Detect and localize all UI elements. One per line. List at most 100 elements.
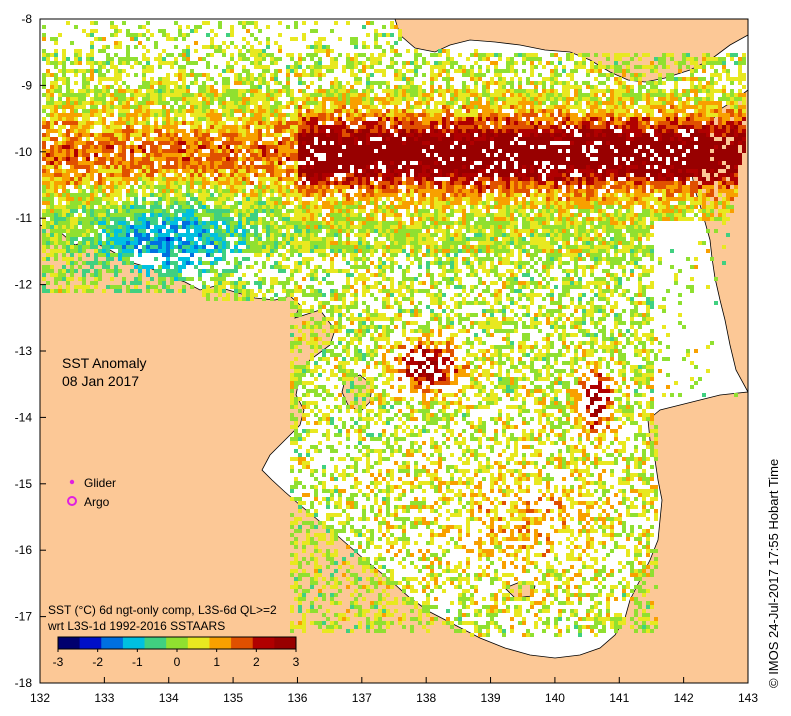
sst-pixel	[554, 137, 558, 141]
sst-pixel	[118, 165, 122, 169]
sst-pixel	[374, 97, 378, 101]
sst-pixel	[414, 141, 418, 145]
sst-pixel	[722, 137, 726, 141]
sst-pixel	[542, 77, 546, 81]
sst-pixel	[494, 129, 498, 133]
sst-pixel	[122, 153, 126, 157]
sst-pixel	[726, 53, 730, 57]
sst-pixel	[314, 97, 318, 101]
sst-pixel	[654, 189, 658, 193]
sst-pixel	[266, 113, 270, 117]
sst-pixel	[274, 181, 278, 185]
sst-pixel	[614, 109, 618, 113]
sst-pixel	[446, 85, 450, 89]
sst-pixel	[258, 109, 262, 113]
sst-pixel	[126, 177, 130, 181]
sst-pixel	[590, 177, 594, 181]
sst-pixel	[242, 89, 246, 93]
sst-pixel	[710, 153, 714, 157]
sst-pixel	[494, 69, 498, 73]
sst-pixel	[198, 89, 202, 93]
sst-pixel	[318, 77, 322, 81]
sst-pixel	[666, 189, 670, 193]
sst-pixel	[650, 61, 654, 65]
sst-pixel	[122, 117, 126, 121]
sst-pixel	[590, 185, 594, 189]
sst-pixel	[458, 177, 462, 181]
sst-pixel	[738, 129, 742, 133]
sst-pixel	[526, 157, 530, 161]
sst-pixel	[266, 45, 270, 49]
sst-pixel	[302, 21, 306, 25]
sst-pixel	[458, 53, 462, 57]
sst-pixel	[122, 89, 126, 93]
sst-pixel	[610, 177, 614, 181]
sst-pixel	[190, 153, 194, 157]
sst-pixel	[274, 149, 278, 153]
sst-pixel	[534, 125, 538, 129]
sst-pixel	[178, 73, 182, 77]
sst-pixel	[142, 161, 146, 165]
sst-pixel	[82, 113, 86, 117]
sst-pixel	[510, 105, 514, 109]
sst-pixel	[226, 189, 230, 193]
sst-pixel	[734, 105, 738, 109]
sst-pixel	[394, 25, 398, 29]
sst-pixel	[114, 29, 118, 33]
sst-pixel	[286, 189, 290, 193]
sst-pixel	[354, 181, 358, 185]
sst-pixel	[74, 73, 78, 77]
sst-pixel	[418, 161, 422, 165]
sst-pixel	[194, 61, 198, 65]
sst-pixel	[162, 77, 166, 81]
sst-pixel	[50, 149, 54, 153]
sst-pixel	[342, 133, 346, 137]
sst-pixel	[594, 133, 598, 137]
sst-pixel	[470, 105, 474, 109]
sst-pixel	[366, 77, 370, 81]
sst-pixel	[470, 77, 474, 81]
sst-pixel	[70, 145, 74, 149]
sst-pixel	[454, 89, 458, 93]
sst-pixel	[54, 189, 58, 193]
sst-pixel	[354, 97, 358, 101]
sst-pixel	[354, 121, 358, 125]
sst-pixel	[722, 157, 726, 161]
sst-pixel	[54, 105, 58, 109]
sst-pixel	[78, 89, 82, 93]
sst-pixel	[90, 45, 94, 49]
sst-pixel	[66, 69, 70, 73]
sst-pixel	[262, 73, 266, 77]
sst-pixel	[434, 89, 438, 93]
sst-pixel	[702, 133, 706, 137]
sst-pixel	[314, 21, 318, 25]
sst-pixel	[70, 193, 74, 197]
sst-pixel	[334, 129, 338, 133]
sst-pixel	[706, 101, 710, 105]
sst-pixel	[694, 125, 698, 129]
sst-pixel	[206, 45, 210, 49]
sst-pixel	[350, 113, 354, 117]
sst-pixel	[222, 41, 226, 45]
sst-pixel	[638, 113, 642, 117]
sst-pixel	[526, 145, 530, 149]
sst-pixel	[710, 65, 714, 69]
sst-pixel	[718, 189, 722, 193]
sst-pixel	[346, 61, 350, 65]
sst-pixel	[170, 157, 174, 161]
sst-pixel	[286, 141, 290, 145]
sst-pixel	[246, 69, 250, 73]
sst-pixel	[398, 141, 402, 145]
sst-pixel	[498, 89, 502, 93]
sst-pixel	[574, 141, 578, 145]
sst-pixel	[730, 125, 734, 129]
sst-pixel	[270, 153, 274, 157]
sst-pixel	[514, 53, 518, 57]
sst-pixel	[698, 189, 702, 193]
sst-pixel	[566, 181, 570, 185]
sst-pixel	[486, 85, 490, 89]
sst-pixel	[414, 121, 418, 125]
sst-pixel	[646, 81, 650, 85]
sst-pixel	[626, 109, 630, 113]
sst-pixel	[734, 177, 738, 181]
